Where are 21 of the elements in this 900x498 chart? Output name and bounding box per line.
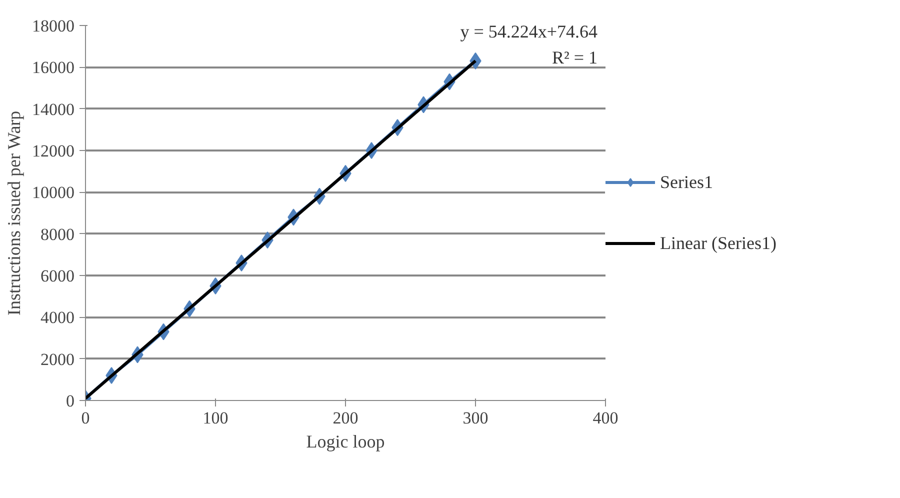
y-tick-label: 0 xyxy=(66,392,74,410)
x-tick-label: 100 xyxy=(202,408,228,428)
legend-label: Series1 xyxy=(660,172,713,192)
y-tick-label: 16000 xyxy=(32,58,74,78)
y-tick-label: 8000 xyxy=(40,224,74,244)
y-tick-label: 4000 xyxy=(40,308,74,328)
x-tick-label: 0 xyxy=(81,408,90,428)
legend-label: Linear (Series1) xyxy=(660,232,776,254)
y-tick-label: 10000 xyxy=(32,183,74,202)
y-tick-label: 2000 xyxy=(40,350,74,369)
x-tick-label: 400 xyxy=(592,408,618,428)
annotation: y = 54.224x+74.64 xyxy=(460,22,598,42)
y-tick-label: 18000 xyxy=(32,16,74,36)
annotation: R² = 1 xyxy=(552,48,598,68)
x-axis-title: Logic loop xyxy=(306,432,385,452)
y-tick-label: 14000 xyxy=(32,100,74,119)
y-tick-label: 6000 xyxy=(40,266,74,286)
y-tick-label: 12000 xyxy=(32,142,74,160)
x-tick-label: 200 xyxy=(332,408,358,428)
x-tick-label: 300 xyxy=(462,408,488,428)
y-axis-title: Instructions issued per Warp xyxy=(4,110,24,316)
